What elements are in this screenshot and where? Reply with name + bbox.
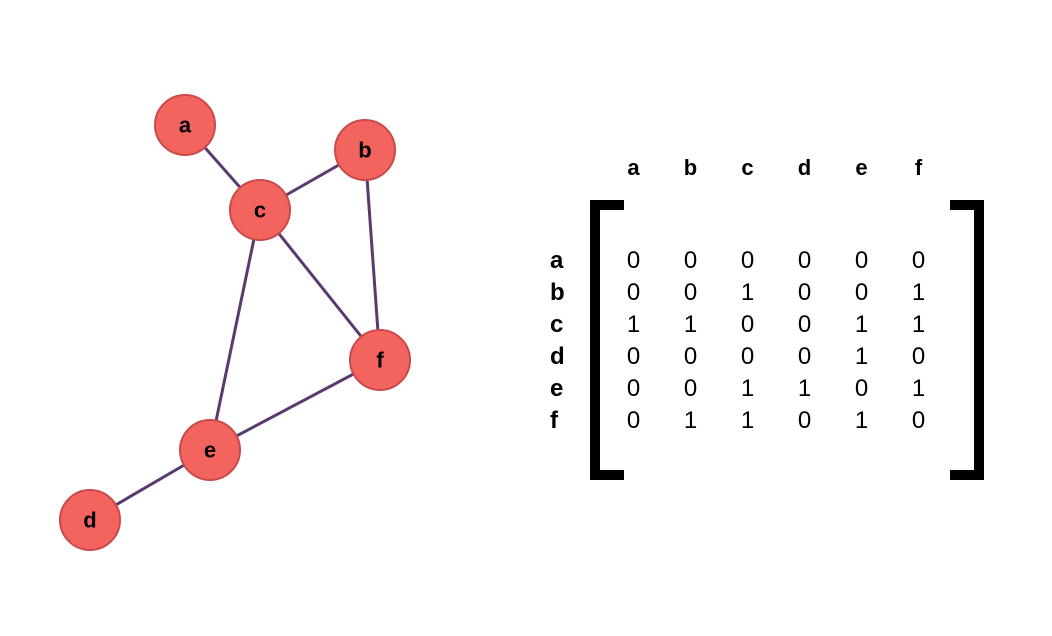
row-label-c: c <box>550 309 565 341</box>
col-header-f: f <box>890 155 947 181</box>
matrix-cell: 1 <box>662 405 719 437</box>
node-label-b: b <box>358 138 371 163</box>
matrix-body: 000000001001110011000010001101011010 <box>605 245 947 437</box>
matrix-cell: 0 <box>662 373 719 405</box>
matrix-cell: 1 <box>833 405 890 437</box>
matrix-cell: 1 <box>719 277 776 309</box>
node-label-f: f <box>376 348 384 373</box>
col-header-a: a <box>605 155 662 181</box>
edge-c-e <box>210 210 260 450</box>
matrix-cell: 1 <box>833 341 890 373</box>
node-label-a: a <box>179 113 192 138</box>
node-label-e: e <box>204 438 216 463</box>
matrix-cell: 0 <box>833 277 890 309</box>
edge-b-f <box>365 150 380 360</box>
matrix-cell: 0 <box>662 245 719 277</box>
matrix-cell: 0 <box>776 341 833 373</box>
col-header-d: d <box>776 155 833 181</box>
matrix-cell: 0 <box>719 245 776 277</box>
matrix-cell: 1 <box>719 405 776 437</box>
col-header-c: c <box>719 155 776 181</box>
matrix-row-labels: abcdef <box>550 245 565 437</box>
matrix-column-headers: abcdef <box>605 155 947 181</box>
matrix-cell: 1 <box>890 373 947 405</box>
matrix-cell: 0 <box>890 405 947 437</box>
matrix-cell: 1 <box>890 277 947 309</box>
matrix-cell: 1 <box>605 309 662 341</box>
matrix-cell: 0 <box>833 373 890 405</box>
matrix-row: 000000 <box>605 245 947 277</box>
matrix-row: 001001 <box>605 277 947 309</box>
matrix-row: 000010 <box>605 341 947 373</box>
matrix-cell: 0 <box>890 341 947 373</box>
row-label-f: f <box>550 405 565 437</box>
row-label-a: a <box>550 245 565 277</box>
matrix-cell: 0 <box>776 405 833 437</box>
col-header-e: e <box>833 155 890 181</box>
matrix-row: 001101 <box>605 373 947 405</box>
matrix-cell: 0 <box>605 277 662 309</box>
row-label-d: d <box>550 341 565 373</box>
matrix-cell: 1 <box>833 309 890 341</box>
matrix-cell: 0 <box>605 245 662 277</box>
matrix-cell: 0 <box>890 245 947 277</box>
matrix-cell: 1 <box>776 373 833 405</box>
matrix-cell: 0 <box>833 245 890 277</box>
matrix-cell: 0 <box>776 277 833 309</box>
matrix-bracket-right <box>950 200 984 480</box>
matrix-cell: 1 <box>719 373 776 405</box>
col-header-b: b <box>662 155 719 181</box>
matrix-cell: 1 <box>662 309 719 341</box>
matrix-cell: 0 <box>776 309 833 341</box>
row-label-e: e <box>550 373 565 405</box>
matrix-cell: 0 <box>719 341 776 373</box>
node-label-c: c <box>254 198 266 223</box>
matrix-cell: 0 <box>662 277 719 309</box>
diagram-container: abcdef abcdef abcdef 0000000010011100110… <box>0 0 1052 631</box>
matrix-row: 011010 <box>605 405 947 437</box>
graph-svg: a b c d e f <box>0 0 500 631</box>
matrix-cell: 0 <box>662 341 719 373</box>
matrix-cell: 0 <box>776 245 833 277</box>
matrix-cell: 0 <box>605 341 662 373</box>
matrix-row: 110011 <box>605 309 947 341</box>
matrix-cell: 0 <box>605 373 662 405</box>
matrix-cell: 0 <box>605 405 662 437</box>
nodes-group: a b c d e f <box>60 95 410 550</box>
matrix-panel: abcdef abcdef 00000000100111001100001000… <box>500 0 1052 631</box>
matrix-cell: 1 <box>890 309 947 341</box>
graph-panel: a b c d e f <box>0 0 500 631</box>
row-label-b: b <box>550 277 565 309</box>
node-label-d: d <box>83 508 96 533</box>
matrix-cell: 0 <box>719 309 776 341</box>
